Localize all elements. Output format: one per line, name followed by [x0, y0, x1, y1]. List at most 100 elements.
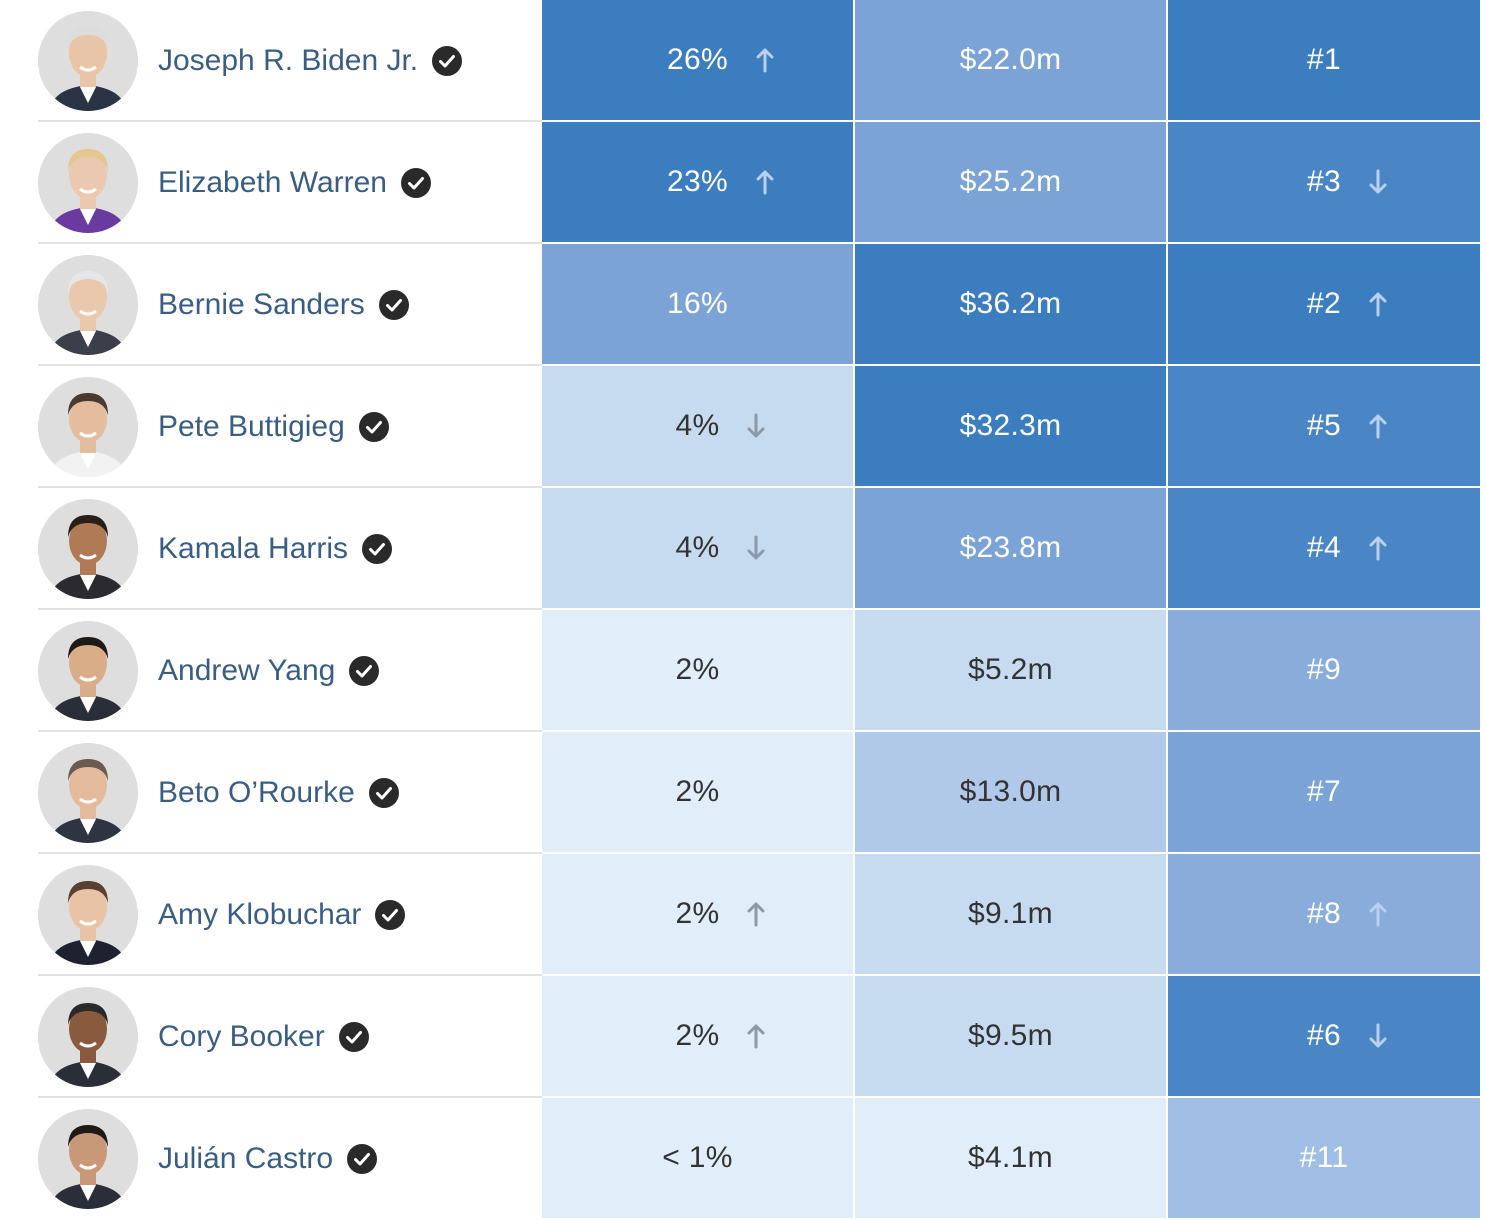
poll-cell-text: 16% — [667, 287, 728, 320]
candidate-name: Kamala Harris — [158, 488, 393, 610]
candidate-cell: Kamala Harris — [0, 488, 542, 610]
rank-cell: #6 — [1168, 976, 1480, 1098]
rank-cell-value: #11 — [1300, 1141, 1349, 1175]
money-cell: $25.2m — [855, 122, 1168, 244]
candidate-cell: Cory Booker — [0, 976, 542, 1098]
check-badge-icon — [368, 778, 399, 808]
money-cell-text: $22.0m — [959, 43, 1062, 76]
arrow-up-icon — [754, 46, 776, 74]
poll-cell-text: 2% — [675, 1019, 720, 1052]
check-badge-icon — [338, 1022, 369, 1052]
candidate-name: Andrew Yang — [158, 610, 380, 732]
poll-cell-text: 4% — [675, 409, 720, 442]
poll-cell: 4% — [542, 366, 855, 488]
rank-cell: #8 — [1168, 854, 1480, 976]
check-badge-icon — [432, 46, 463, 76]
poll-cell-text: 4% — [675, 531, 720, 564]
avatar — [38, 499, 138, 599]
candidate-name: Bernie Sanders — [158, 244, 409, 366]
poll-cell-text: 2% — [675, 775, 720, 808]
candidate-name: Joseph R. Biden Jr. — [158, 0, 463, 122]
arrow-down-icon — [745, 412, 767, 440]
rank-cell: #7 — [1168, 732, 1480, 854]
avatar — [38, 133, 138, 233]
arrow-up-icon — [745, 1022, 767, 1050]
poll-cell: < 1% — [542, 1098, 855, 1220]
rank-cell-text: #5 — [1307, 409, 1341, 442]
avatar — [38, 11, 138, 111]
arrow-up-icon — [745, 900, 767, 928]
rank-cell-text: #4 — [1307, 531, 1341, 564]
rank-cell: #4 — [1168, 488, 1480, 610]
money-cell: $5.2m — [855, 610, 1168, 732]
poll-cell: 2% — [542, 854, 855, 976]
avatar — [38, 987, 138, 1087]
money-cell-value: $5.2m — [968, 653, 1053, 687]
money-cell-text: $23.8m — [959, 531, 1062, 564]
candidate-cell: Andrew Yang — [0, 610, 542, 732]
check-badge-icon — [375, 900, 406, 930]
candidate-cell: Pete Buttigieg — [0, 366, 542, 488]
arrow-up-icon — [1367, 534, 1389, 562]
rank-cell: #1 — [1168, 0, 1480, 122]
candidate-name: Amy Klobuchar — [158, 854, 406, 976]
rank-cell-value: #9 — [1307, 653, 1341, 687]
candidate-name-label: Pete Buttigieg — [158, 410, 345, 443]
money-cell-text: $9.1m — [968, 897, 1053, 930]
arrow-up-icon — [754, 168, 776, 196]
money-cell-text: $13.0m — [959, 775, 1062, 808]
table-row: Pete Buttigieg 4% $32.3m #5 — [0, 366, 1486, 488]
candidate-name: Cory Booker — [158, 976, 369, 1098]
poll-cell-value: 4% — [675, 531, 765, 565]
poll-cell-value: < 1% — [662, 1141, 732, 1175]
arrow-down-icon — [1367, 168, 1389, 196]
candidate-cell: Joseph R. Biden Jr. — [0, 0, 542, 122]
candidate-cell: Amy Klobuchar — [0, 854, 542, 976]
rank-cell-value: #8 — [1307, 897, 1387, 931]
money-cell-value: $9.5m — [968, 1019, 1053, 1053]
poll-cell-text: 23% — [667, 165, 728, 198]
avatar — [38, 865, 138, 965]
money-cell-value: $22.0m — [960, 43, 1062, 77]
table-row: Elizabeth Warren 23% $25.2m #3 — [0, 122, 1486, 244]
poll-cell-text: 26% — [667, 43, 728, 76]
candidate-name-label: Julián Castro — [158, 1142, 334, 1175]
money-cell-value: $4.1m — [968, 1141, 1053, 1175]
money-cell: $4.1m — [855, 1098, 1168, 1220]
money-cell: $36.2m — [855, 244, 1168, 366]
money-cell-text: $4.1m — [968, 1141, 1053, 1174]
poll-cell: 26% — [542, 0, 855, 122]
poll-cell-value: 2% — [675, 1019, 765, 1053]
poll-cell: 16% — [542, 244, 855, 366]
candidate-cell: Julián Castro — [0, 1098, 542, 1220]
rank-cell: #2 — [1168, 244, 1480, 366]
poll-cell: 2% — [542, 732, 855, 854]
candidate-name-label: Bernie Sanders — [158, 288, 365, 321]
arrow-up-icon — [1367, 412, 1389, 440]
table-row: Amy Klobuchar 2% $9.1m #8 — [0, 854, 1486, 976]
rank-cell-value: #1 — [1307, 43, 1341, 77]
rank-cell-text: #2 — [1307, 287, 1341, 320]
rank-cell-text: #3 — [1307, 165, 1341, 198]
check-badge-icon — [400, 168, 431, 198]
candidate-name: Julián Castro — [158, 1098, 378, 1220]
rank-cell: #3 — [1168, 122, 1480, 244]
poll-cell: 4% — [542, 488, 855, 610]
avatar — [38, 621, 138, 721]
money-cell-value: $9.1m — [968, 897, 1053, 931]
money-cell-text: $25.2m — [959, 165, 1062, 198]
rank-cell: #5 — [1168, 366, 1480, 488]
candidate-name-label: Joseph R. Biden Jr. — [158, 44, 419, 77]
rank-cell-value: #5 — [1307, 409, 1387, 443]
table-row: Cory Booker 2% $9.5m #6 — [0, 976, 1486, 1098]
check-badge-icon — [347, 1144, 378, 1174]
avatar — [38, 743, 138, 843]
money-cell: $23.8m — [855, 488, 1168, 610]
money-cell-value: $32.3m — [960, 409, 1062, 443]
poll-cell: 2% — [542, 976, 855, 1098]
candidate-name-label: Elizabeth Warren — [158, 166, 387, 199]
poll-cell-text: < 1% — [662, 1141, 733, 1174]
money-cell: $13.0m — [855, 732, 1168, 854]
rank-cell-value: #4 — [1307, 531, 1387, 565]
avatar — [38, 377, 138, 477]
